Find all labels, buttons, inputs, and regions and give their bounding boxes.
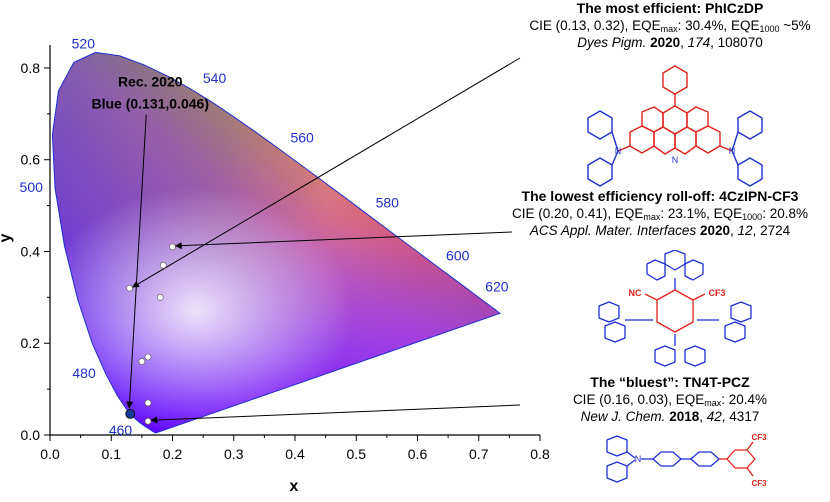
callout-arrow-tn4t-pcz (150, 404, 521, 424)
x-tick-label: 0.3 (224, 446, 244, 462)
panel-title: The lowest efficiency roll-off: 4CzIPN-C… (521, 188, 799, 204)
panel-4czipn-cf3: The lowest efficiency roll-off: 4CzIPN-C… (490, 188, 830, 239)
wavelength-label: 560 (290, 130, 314, 146)
rec2020-point (125, 408, 136, 419)
donor-groups (587, 110, 763, 187)
y-tick-label: 0.6 (21, 152, 41, 168)
y-axis-title: y (0, 233, 14, 242)
x-tick-label: 0.8 (530, 446, 550, 462)
axes: 0.0 0.1 0.2 0.3 0.4 0.5 0.6 0.7 0.8 0.0 0.2 0.4 0.6… (21, 45, 550, 462)
emitter-point (144, 353, 152, 361)
wavelength-label: 480 (72, 365, 96, 381)
spectral-locus-outline (51, 51, 501, 434)
rec2020-arrow (126, 114, 147, 409)
wavelength-label: 520 (72, 35, 96, 51)
donor-groups (598, 250, 752, 367)
x-axis-title: x (290, 478, 299, 495)
x-tick-label: 0.1 (102, 446, 122, 462)
panel-citation: ACS Appl. Mater. Interfaces 2020, 12, 27… (529, 223, 791, 238)
panel-tn4t-pcz: The “bluest”: TN4T-PCZ CIE (0.16, 0.03),… (520, 374, 820, 425)
wavelength-label: 460 (109, 422, 133, 438)
wavelength-label: 620 (485, 279, 509, 295)
molecule-tn4t-pcz: N CF3 CF3 (606, 433, 767, 488)
wavelength-label: 600 (446, 247, 470, 263)
svg-text:N: N (615, 146, 622, 156)
y-tick-label: 0.8 (21, 60, 41, 76)
molecule-phiczdp: N N N (587, 65, 763, 187)
panel-cie-line: CIE (0.20, 0.41), EQEmax: 23.1%, EQE1000… (512, 206, 808, 222)
rec2020-label-line1: Rec. 2020 (118, 74, 183, 90)
cf3-label: CF3 (708, 288, 725, 298)
emitter-point (126, 284, 133, 292)
panel-cie-line: CIE (0.16, 0.03), EQEmax: 20.4% (572, 392, 768, 408)
panel-citation: Dyes Pigm. 2020, 174, 108070 (577, 35, 763, 50)
x-tick-label: 0.2 (163, 446, 183, 462)
cf3-top-label: CF3 (751, 433, 767, 442)
wavelength-labels: 460 480 500 520 540 560 580 600 620 (20, 35, 509, 438)
panel-title: The most efficient: PhICzDP (576, 0, 764, 16)
x-tick-label: 0.7 (469, 446, 489, 462)
x-tick-label: 0.4 (285, 446, 305, 462)
callout-arrow-4czipn-cf3 (174, 231, 513, 250)
emitter-point (169, 243, 176, 251)
emitter-point (160, 261, 167, 269)
x-tick-label: 0.6 (408, 446, 428, 462)
emitter-point (138, 358, 146, 365)
nc-label: NC (629, 288, 642, 298)
acceptor-core (719, 441, 756, 477)
panel-title: The “bluest”: TN4T-PCZ (590, 374, 750, 390)
acceptor-core (617, 65, 733, 155)
panel-cie-line: CIE (0.13, 0.32), EQEmax: 30.4%, EQE1000… (529, 18, 811, 34)
y-tick-label: 0.0 (21, 427, 41, 443)
y-tick-label: 0.4 (21, 243, 41, 259)
wavelength-label: 580 (376, 195, 400, 211)
panel-phiczdp: The most efficient: PhICzDP CIE (0.13, 0… (520, 0, 820, 51)
svg-text:N: N (672, 155, 679, 165)
acceptor-core (644, 289, 706, 333)
panel-citation: New J. Chem. 2018, 42, 4317 (580, 409, 760, 424)
data-points (125, 243, 176, 425)
svg-text:N: N (729, 146, 736, 156)
cf3-bottom-label: CF3 (751, 479, 767, 488)
wavelength-label: 500 (20, 179, 44, 195)
wavelength-label: 540 (203, 70, 227, 86)
rec2020-label-line2: Blue (0.131,0.046) (91, 96, 209, 112)
x-tick-label: 0.0 (40, 446, 60, 462)
emitter-point (144, 417, 152, 425)
donor-groups (606, 435, 720, 483)
emitter-point (144, 399, 152, 407)
x-tick-label: 0.5 (347, 446, 367, 462)
svg-text:N: N (635, 454, 642, 464)
molecule-4czipn-cf3: NC CF3 (598, 250, 752, 367)
emitter-point (156, 294, 164, 301)
callout-arrow-phiczdp (132, 57, 521, 288)
callout-arrows (132, 57, 521, 424)
y-tick-label: 0.2 (21, 335, 41, 351)
